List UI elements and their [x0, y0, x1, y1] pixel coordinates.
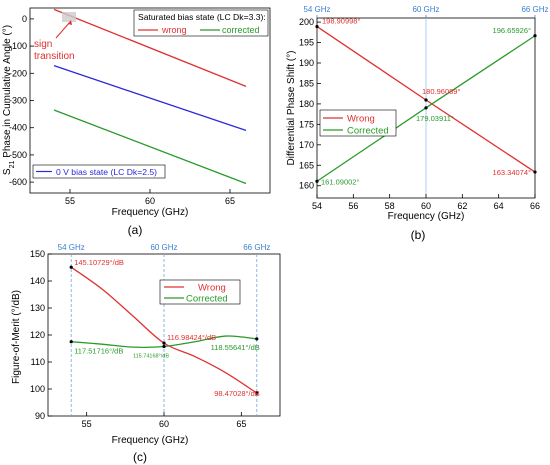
- y-tick-label: 130: [30, 303, 45, 313]
- panel-c-xlabel: Frequency (GHz): [112, 435, 189, 446]
- y-tick-label: 0: [22, 14, 27, 24]
- data-point: [69, 265, 73, 269]
- x-tick-label: 55: [65, 196, 75, 206]
- panel-b-ylabel: Differential Phase Shift (°): [286, 51, 297, 166]
- sign-transition-label-line2: transition: [34, 51, 75, 62]
- y-tick-label: 165: [299, 160, 314, 170]
- top-marker-label: 66 GHz: [521, 5, 548, 14]
- y-tick-label: -600: [9, 177, 27, 187]
- data-point: [162, 344, 166, 349]
- panel-a-legend-title: Saturated bias state (LC Dk=3.3):: [138, 12, 266, 22]
- y-tick-label: -100: [9, 41, 27, 51]
- y-tick-label: 90: [35, 411, 45, 421]
- y-tick-label: 180: [299, 99, 314, 109]
- panel-a-ylabel: S21 Phase in Cumulative Angle (°): [2, 25, 16, 175]
- data-label: 196.65926°: [493, 26, 531, 35]
- y-tick-label: -300: [9, 96, 27, 106]
- panel-a-legend-bottom: [32, 164, 166, 179]
- data-label: 179.03911°: [416, 114, 454, 123]
- data-point: [162, 341, 166, 345]
- panel-c-ylabel: Figure-of-Merit (°/dB): [11, 290, 22, 384]
- data-label: 163.34074°: [493, 168, 531, 177]
- x-tick-label: 60: [421, 201, 431, 211]
- panel-b-xlabel: Frequency (GHz): [388, 211, 465, 222]
- data-point: [315, 24, 319, 29]
- data-label: 161.09002°: [321, 177, 359, 186]
- sign-transition-arrow: [55, 21, 71, 39]
- y-tick-label: 175: [299, 119, 314, 129]
- data-label: 116.98424°/dB: [167, 333, 216, 342]
- x-tick-label: 65: [225, 196, 235, 206]
- x-tick-label: 65: [236, 419, 246, 429]
- series-line-corrected: [53, 109, 247, 185]
- y-tick-label: -200: [9, 68, 27, 78]
- top-marker-label: 54 GHz: [303, 5, 330, 14]
- y-tick-label: -400: [9, 123, 27, 133]
- legend-corrected-label: Corrected: [186, 294, 228, 305]
- y-tick-label: 160: [299, 181, 314, 191]
- top-marker-label: 54 GHz: [58, 243, 85, 252]
- data-point: [69, 340, 73, 344]
- y-tick-label: 185: [299, 78, 314, 88]
- panel-b-caption: (b): [411, 228, 426, 242]
- data-label: 118.55641°/dB: [211, 343, 260, 352]
- data-point: [255, 391, 259, 395]
- data-label: 180.96089°: [422, 87, 460, 96]
- top-marker-label: 66 GHz: [243, 243, 270, 252]
- legend-corrected-label: corrected: [222, 25, 260, 35]
- data-point: [315, 179, 319, 183]
- panel-a-chart: 0 -100 -200 -300 -400 -500 -600 55 60 65 sign tr…: [2, 7, 271, 237]
- data-point: [424, 106, 428, 110]
- legend-wrong-label: Wrong: [347, 114, 375, 125]
- panel-c-chart: 54 GHz 60 GHz 66 GHz 90100110120130140150 …: [11, 243, 281, 464]
- top-marker-label: 60 GHz: [412, 5, 439, 14]
- panel-c-caption: (c): [133, 450, 147, 464]
- y-tick-label: 120: [30, 330, 45, 340]
- data-point: [424, 98, 428, 102]
- y-tick-label: 200: [299, 17, 314, 27]
- sign-transition-label-line1: sign: [34, 39, 52, 50]
- data-label: 98.47028°/dB: [214, 389, 260, 398]
- panel-a-xlabel: Frequency (GHz): [112, 207, 189, 218]
- panel-a-legend-top: [133, 9, 269, 37]
- y-tick-label: 140: [30, 276, 45, 286]
- x-tick-label: 60: [145, 196, 155, 206]
- data-label: 145.10729°/dB: [74, 258, 124, 267]
- x-tick-label: 58: [385, 201, 395, 211]
- x-tick-label: 56: [348, 201, 358, 211]
- legend-wrong-label: Wrong: [198, 283, 226, 294]
- x-tick-label: 55: [82, 419, 92, 429]
- data-label: 198.90998°: [322, 17, 360, 26]
- data-label: 117.51716°/dB: [74, 347, 123, 356]
- sign-transition-shade: [62, 12, 76, 22]
- x-tick-label: 54: [312, 201, 322, 211]
- legend-corrected-label: Corrected: [347, 126, 389, 137]
- y-tick-label: 190: [299, 58, 314, 68]
- x-tick-label: 64: [494, 201, 504, 211]
- data-point: [533, 34, 537, 38]
- y-tick-label: 170: [299, 140, 314, 150]
- data-point: [255, 337, 259, 341]
- data-point: [533, 170, 537, 174]
- series-line-0v-bias: [53, 65, 247, 132]
- y-tick-label: 195: [299, 38, 314, 48]
- panel-b-chart: 54 GHz 60 GHz 66 GHz 160 165 170 175 180 185 190…: [286, 5, 549, 242]
- top-marker-label: 60 GHz: [150, 243, 177, 252]
- x-tick-label: 62: [457, 201, 467, 211]
- x-tick-label: 60: [159, 419, 169, 429]
- series-line-wrong: [53, 8, 247, 87]
- panel-c-legend: [159, 279, 241, 305]
- x-tick-label: 66: [530, 201, 540, 211]
- y-tick-label: -500: [9, 150, 27, 160]
- panel-a-caption: (a): [128, 223, 143, 237]
- y-tick-label: 150: [30, 249, 45, 259]
- sign-transition-arrowhead: [68, 20, 72, 25]
- panel-b-legend: [319, 109, 397, 137]
- data-label: 115.74168°/dB: [133, 353, 169, 359]
- y-tick-label: 110: [31, 357, 45, 367]
- y-tick-label: 100: [30, 384, 45, 394]
- legend-wrong-label: wrong: [161, 25, 187, 35]
- panel-a-legend-bottom-label: 0 V bias state (LC Dk=2.5): [56, 167, 157, 177]
